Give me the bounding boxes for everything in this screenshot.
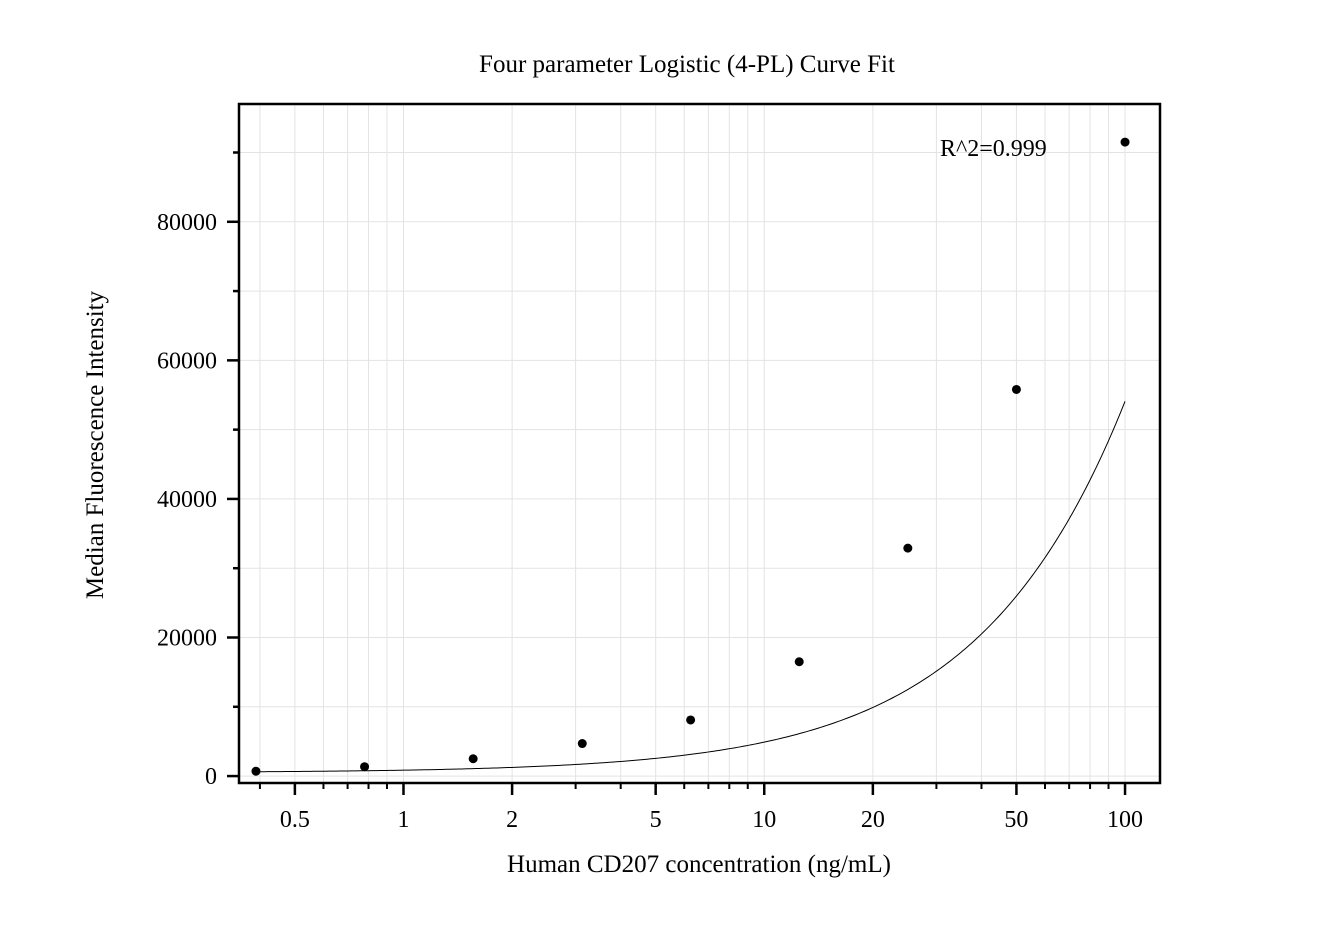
y-axis-label: Median Fluorescence Intensity <box>82 290 109 599</box>
x-tick-label: 1 <box>397 807 409 833</box>
x-axis-label: Human CD207 concentration (ng/mL) <box>507 851 891 878</box>
r-squared-annotation: R^2=0.999 <box>940 136 1047 162</box>
data-point <box>468 754 478 764</box>
x-tick-label: 5 <box>650 807 662 833</box>
y-tick-label: 80000 <box>157 210 217 236</box>
data-point <box>903 543 913 553</box>
data-point <box>1011 384 1021 394</box>
y-tick-label: 60000 <box>157 348 217 374</box>
y-tick-label: 0 <box>205 764 217 790</box>
y-tick-label: 40000 <box>157 487 217 513</box>
x-tick-label: 50 <box>1004 807 1028 833</box>
x-tick-label: 20 <box>861 807 885 833</box>
data-point <box>360 762 370 772</box>
y-tick-label: 20000 <box>157 626 217 652</box>
data-point <box>577 739 587 749</box>
tick-labels: 0.5 1 2 5 10 20 50 100 0 20000 40000 60000 80000 <box>157 210 1143 833</box>
x-tick-label: 10 <box>752 807 776 833</box>
x-tick-label: 100 <box>1107 807 1143 833</box>
x-tick-label: 2 <box>506 807 518 833</box>
data-point <box>251 766 261 776</box>
data-point <box>686 715 696 725</box>
data-point <box>794 657 804 667</box>
x-tick-label: 0.5 <box>280 807 310 833</box>
data-points <box>251 137 1130 776</box>
axis-ticks <box>227 151 1127 795</box>
data-point <box>1120 137 1130 147</box>
fit-curve <box>255 401 1126 773</box>
grid <box>239 104 1160 783</box>
plot-frame <box>237 102 1162 785</box>
chart-title: Four parameter Logistic (4-PL) Curve Fit <box>479 51 895 78</box>
